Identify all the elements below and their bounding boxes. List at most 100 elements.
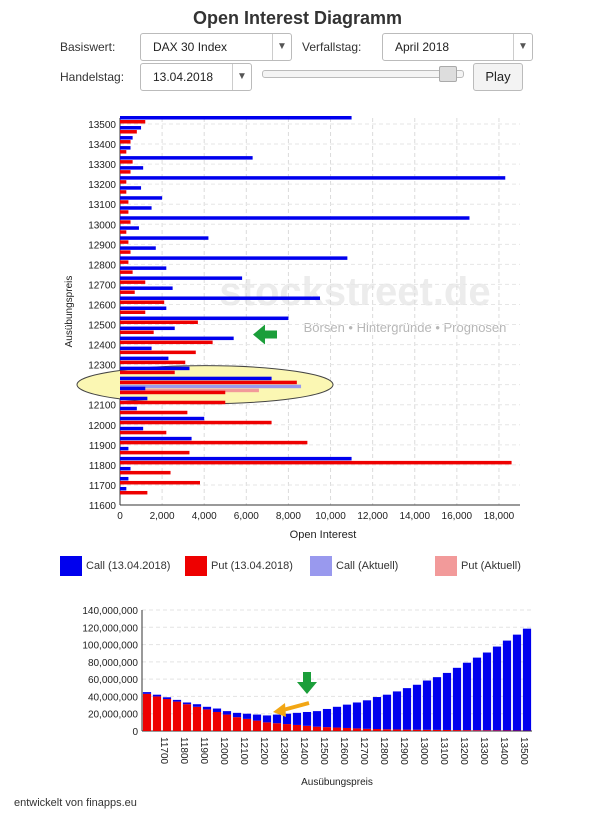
bar-call [502, 640, 512, 731]
legend-call-current[interactable]: Call (13.04.2018) [60, 556, 170, 576]
play-button[interactable]: Play [473, 63, 523, 91]
bar-call-13-04-2018- [120, 136, 133, 140]
bar-call-13-04-2018- [120, 306, 167, 310]
bar-put [312, 726, 322, 731]
bar-put [362, 728, 372, 731]
legend-swatch [310, 556, 332, 576]
bar-put-13-04-2018- [120, 300, 165, 304]
bar-put-13-04-2018- [120, 210, 129, 214]
x-tick-label: 12900 [398, 737, 409, 765]
x-tick-label: 12300 [278, 737, 289, 765]
x-tick-label: 11800 [178, 737, 189, 765]
chevron-down-icon: ▼ [272, 34, 291, 60]
bar-put [382, 729, 392, 731]
bar-put [232, 717, 242, 731]
x-tick-label: 11700 [158, 737, 169, 765]
bar-put-13-04-2018- [120, 250, 131, 254]
bar-put [182, 704, 192, 731]
verfallstag-select[interactable]: April 2018 ▼ [382, 33, 533, 61]
bar-put [502, 730, 512, 731]
bar-put [212, 711, 222, 731]
x-tick-label: 12500 [318, 737, 329, 765]
date-slider[interactable] [262, 66, 464, 82]
handelstag-value: 13.04.2018 [153, 70, 214, 84]
bar-call [222, 711, 232, 715]
x-tick-label: 8,000 [276, 511, 301, 522]
bar-call-13-04-2018- [120, 256, 348, 260]
y-tick-label: 12100 [88, 401, 116, 412]
x-tick-label: 12700 [358, 737, 369, 765]
bar-put-13-04-2018- [120, 310, 146, 314]
bar-call-13-04-2018- [120, 166, 144, 170]
bar-call [372, 697, 382, 730]
bar-put [392, 729, 402, 731]
y-tick-label: 13500 [88, 120, 116, 131]
bar-call-13-04-2018- [120, 356, 169, 361]
bar-call [322, 708, 332, 728]
arrow-left-icon [282, 701, 310, 712]
x-tick-label: 12200 [258, 737, 269, 765]
bar-put-13-04-2018- [120, 240, 129, 244]
bar-put [222, 714, 232, 731]
x-tick-label: 13000 [418, 737, 429, 765]
bar-put-13-04-2018- [120, 480, 200, 485]
bar-put-13-04-2018- [120, 420, 272, 425]
bar-call-13-04-2018- [120, 186, 142, 190]
bar-put-13-04-2018- [120, 230, 127, 234]
y-tick-label: 13000 [88, 220, 116, 231]
bar-call [262, 715, 272, 723]
bar-call [482, 652, 492, 731]
y-tick-label: 120,000,000 [82, 623, 138, 634]
legend-put-current[interactable]: Put (13.04.2018) [185, 556, 293, 576]
bar-call-13-04-2018- [120, 296, 320, 300]
x-tick-label: 12100 [238, 737, 249, 765]
bar-put-13-04-2018- [120, 370, 175, 375]
slider-thumb[interactable] [438, 66, 457, 82]
bar-call [432, 677, 442, 730]
y-tick-label: 12500 [88, 321, 116, 332]
bar-call-13-04-2018- [120, 226, 139, 230]
bar-call [192, 704, 202, 707]
x-tick-label: 13400 [498, 737, 509, 765]
handelstag-select[interactable]: 13.04.2018 ▼ [140, 63, 252, 91]
x-tick-label: 13500 [518, 737, 529, 765]
bar-put-13-04-2018- [120, 130, 137, 134]
basiswert-select[interactable]: DAX 30 Index ▼ [140, 33, 292, 61]
bar-put [322, 727, 332, 731]
verfallstag-label: Verfallstag: [302, 40, 362, 54]
bar-call-13-04-2018- [120, 276, 243, 280]
bar-put-13-04-2018- [120, 170, 131, 174]
bar-put [252, 720, 262, 731]
x-tick-label: 13200 [458, 737, 469, 765]
arrow-left-head-icon [273, 703, 286, 717]
bar-put-13-04-2018- [120, 470, 171, 475]
x-axis-title: Open Interest [290, 529, 357, 541]
bar-put-13-04-2018- [120, 160, 133, 164]
legend-swatch [435, 556, 457, 576]
watermark-brand: stockstreet.de [219, 270, 490, 314]
bar-put [172, 701, 182, 731]
y-tick-label: 12900 [88, 240, 116, 251]
handelstag-label: Handelstag: [60, 70, 125, 84]
bar-call-13-04-2018- [120, 426, 144, 431]
bar-call [242, 713, 252, 719]
legend-put-actual[interactable]: Put (Aktuell) [435, 556, 521, 576]
y-tick-label: 20,000,000 [88, 710, 138, 721]
y-tick-label: 40,000,000 [88, 692, 138, 703]
bar-call [142, 692, 152, 694]
legend-label: Put (Aktuell) [461, 559, 521, 572]
bar-put-13-04-2018- [120, 450, 190, 455]
bar-call [512, 634, 522, 731]
bar-put [342, 727, 352, 731]
x-tick-label: 12600 [338, 737, 349, 765]
bar-put [282, 724, 292, 731]
bar-call-13-04-2018- [120, 266, 167, 270]
bar-put-13-04-2018- [120, 440, 308, 445]
bar-call [422, 680, 432, 730]
legend-call-actual[interactable]: Call (Aktuell) [310, 556, 398, 576]
bar-call [302, 711, 312, 726]
bar-call [332, 706, 342, 728]
bar-put [302, 725, 312, 731]
bar-call [462, 662, 472, 731]
bar-put-13-04-2018- [120, 320, 198, 325]
